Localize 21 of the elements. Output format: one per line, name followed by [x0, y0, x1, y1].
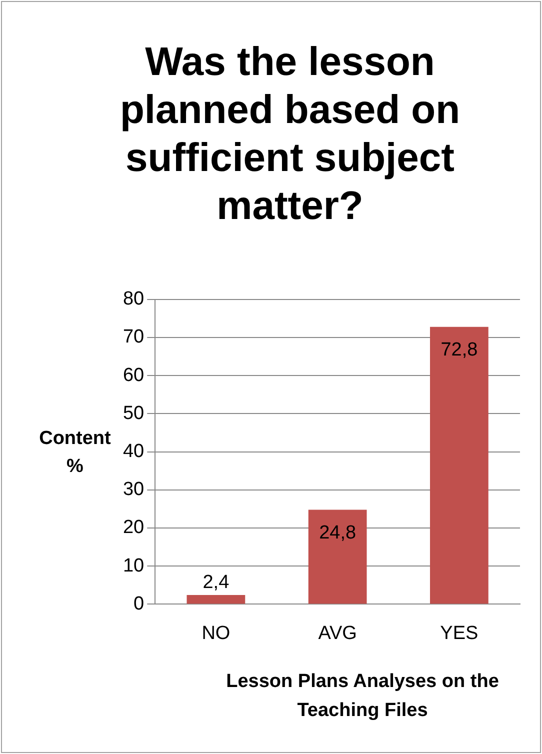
data-label: 2,4	[202, 572, 230, 593]
chart-title: Was the lesson planned based on sufficient subject matter?	[118, 39, 462, 230]
y-tick-label: 60	[122, 364, 144, 386]
bar	[308, 510, 367, 604]
bar	[186, 595, 246, 604]
y-tick-label: 0	[134, 593, 144, 614]
x-tick-label: YES	[440, 622, 478, 644]
y-tick-label: 30	[122, 479, 144, 500]
data-label: 72,8	[440, 340, 478, 361]
bar	[430, 326, 488, 604]
x-tick-label: NO	[202, 622, 230, 644]
y-tick-label: 10	[122, 555, 144, 576]
y-tick-label: 50	[122, 402, 144, 424]
y-axis-title: Content %	[38, 427, 112, 479]
data-label: 24,8	[319, 522, 356, 544]
x-axis-title: Lesson Plans Analyses on the Teaching Files	[225, 670, 500, 722]
y-tick-label: 20	[122, 517, 144, 538]
y-tick-label: 40	[122, 441, 144, 462]
y-tick-label: 80	[122, 288, 144, 310]
y-tick-label: 70	[122, 326, 144, 348]
x-tick-label: AVG	[318, 622, 357, 644]
